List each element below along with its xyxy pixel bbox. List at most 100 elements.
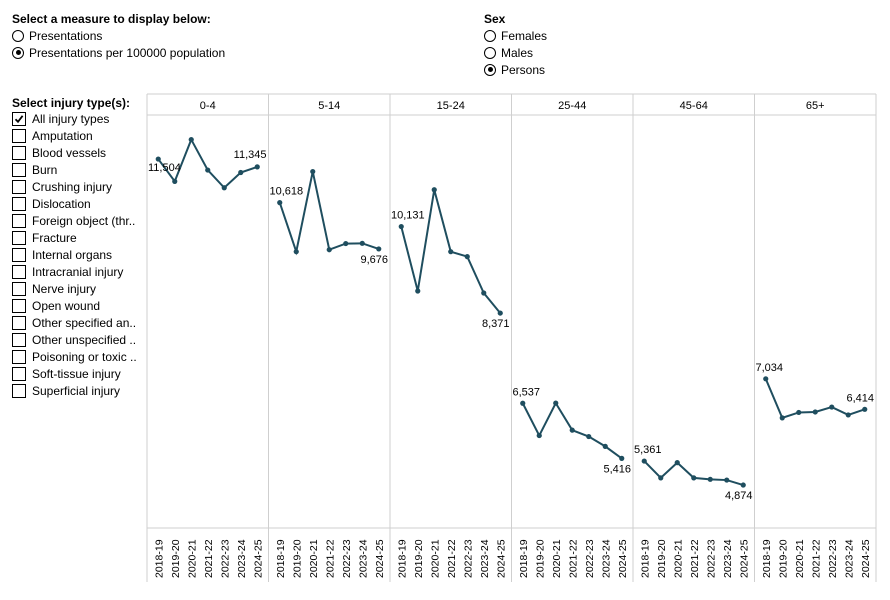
- data-label: 6,537: [513, 386, 541, 398]
- data-point: [188, 136, 194, 143]
- data-point: [812, 409, 818, 415]
- data-point: [359, 240, 365, 246]
- x-tick-label: 2018-19: [396, 539, 408, 578]
- x-tick-label: 2023-24: [357, 539, 369, 578]
- data-point: [205, 167, 211, 173]
- data-point: [464, 254, 470, 260]
- data-label: 11,345: [234, 149, 267, 161]
- injury-option[interactable]: Other specified an..: [12, 314, 136, 331]
- injury-option[interactable]: Nerve injury: [12, 280, 96, 297]
- x-tick-label: 2020-21: [429, 539, 441, 578]
- data-point: [602, 443, 608, 449]
- x-tick-label: 2019-20: [534, 539, 546, 578]
- x-tick-label: 2023-24: [722, 539, 734, 578]
- sex-option-label: Females: [501, 28, 548, 43]
- injury-option[interactable]: Other unspecified ..: [12, 331, 136, 348]
- data-point: [641, 458, 647, 464]
- data-point: [845, 412, 851, 418]
- x-tick-label: 2018-19: [761, 539, 773, 578]
- injury-option-label: Crushing injury: [32, 179, 113, 194]
- data-point: [569, 427, 575, 433]
- injury-option[interactable]: Foreign object (thr..: [12, 212, 135, 229]
- injury-option[interactable]: Intracranial injury: [12, 263, 123, 280]
- data-point: [674, 460, 680, 466]
- checkbox-icon: [12, 315, 26, 330]
- checkbox-icon: [12, 349, 26, 364]
- data-point: [779, 415, 785, 421]
- x-tick-label: 2024-25: [738, 539, 750, 578]
- x-tick-label: 2021-22: [689, 539, 701, 578]
- x-tick-label: 2018-19: [639, 539, 651, 578]
- x-tick-label: 2020-21: [794, 539, 806, 578]
- x-tick-label: 2020-21: [186, 539, 198, 578]
- radio-icon: [12, 29, 24, 42]
- x-tick-label: 2019-20: [777, 539, 789, 578]
- data-point: [343, 240, 349, 247]
- injury-option[interactable]: Fracture: [12, 229, 77, 246]
- panel-header: 15-24: [437, 100, 465, 112]
- injury-option[interactable]: Internal organs: [12, 246, 112, 263]
- data-point: [398, 223, 404, 230]
- data-point: [829, 404, 835, 410]
- injury-option[interactable]: Crushing injury: [12, 178, 112, 195]
- checkbox-icon: [12, 230, 26, 245]
- x-tick-label: 2023-24: [236, 539, 248, 578]
- data-label: 6,414: [846, 392, 874, 404]
- data-point: [862, 406, 868, 412]
- checkbox-icon: [12, 332, 26, 347]
- data-point: [172, 178, 178, 184]
- checkbox-icon: [12, 196, 26, 211]
- data-point: [415, 288, 421, 294]
- injury-option[interactable]: Blood vessels: [12, 144, 106, 161]
- injury-option-label: Other specified an..: [32, 315, 137, 330]
- measure-option-presentations[interactable]: Presentations: [12, 27, 102, 44]
- injury-option-label: Fracture: [32, 230, 77, 245]
- x-tick-label: 2024-25: [374, 539, 386, 578]
- sex-option-label: Persons: [501, 62, 546, 77]
- data-label: 7,034: [756, 362, 784, 374]
- injury-option[interactable]: Burn: [12, 161, 57, 178]
- injury-option-label: Dislocation: [32, 196, 91, 211]
- data-label: 10,131: [391, 210, 425, 222]
- data-point: [658, 475, 664, 481]
- injury-option-label: Nerve injury: [32, 281, 97, 296]
- injury-option[interactable]: Soft-tissue injury: [12, 365, 121, 382]
- checkbox-icon: [12, 128, 26, 143]
- data-point: [796, 409, 802, 416]
- data-point: [724, 477, 730, 483]
- measure-option-per-100000[interactable]: Presentations per 100000 population: [12, 44, 225, 61]
- x-tick-label: 2024-25: [617, 539, 629, 578]
- sex-option-males[interactable]: Males: [484, 44, 533, 61]
- injury-option[interactable]: Open wound: [12, 297, 100, 314]
- injury-option-label: Intracranial injury: [32, 264, 124, 279]
- series-line: [278, 171, 380, 256]
- injury-option[interactable]: Superficial injury: [12, 382, 120, 399]
- x-tick-label: 2023-24: [600, 539, 612, 578]
- x-tick-label: 2019-20: [656, 539, 668, 578]
- measure-heading: Select a measure to display below:: [12, 12, 211, 26]
- sex-option-females[interactable]: Females: [484, 27, 547, 44]
- sex-option-persons[interactable]: Persons: [484, 61, 545, 78]
- data-point: [155, 156, 161, 162]
- x-tick-label: 2020-21: [308, 539, 320, 578]
- panel-header: 0-4: [200, 100, 216, 112]
- data-point: [763, 376, 769, 382]
- data-point: [293, 249, 299, 255]
- x-tick-label: 2020-21: [672, 539, 684, 578]
- injury-option[interactable]: All injury types: [12, 110, 109, 127]
- x-tick-label: 2022-23: [462, 539, 474, 578]
- x-tick-label: 2019-20: [170, 539, 182, 578]
- radio-selected-icon: [12, 46, 24, 59]
- data-point: [277, 200, 283, 206]
- data-point: [536, 432, 542, 439]
- injury-option[interactable]: Amputation: [12, 127, 93, 144]
- injury-option[interactable]: Dislocation: [12, 195, 91, 212]
- data-point: [254, 164, 260, 170]
- x-tick-label: 2024-25: [495, 539, 507, 578]
- x-tick-label: 2023-24: [843, 539, 855, 578]
- injury-option[interactable]: Poisoning or toxic ..: [12, 348, 137, 365]
- data-point: [497, 310, 503, 316]
- injury-option-label: Poisoning or toxic ..: [32, 349, 137, 364]
- data-point: [238, 169, 244, 176]
- sex-option-label: Males: [501, 45, 534, 60]
